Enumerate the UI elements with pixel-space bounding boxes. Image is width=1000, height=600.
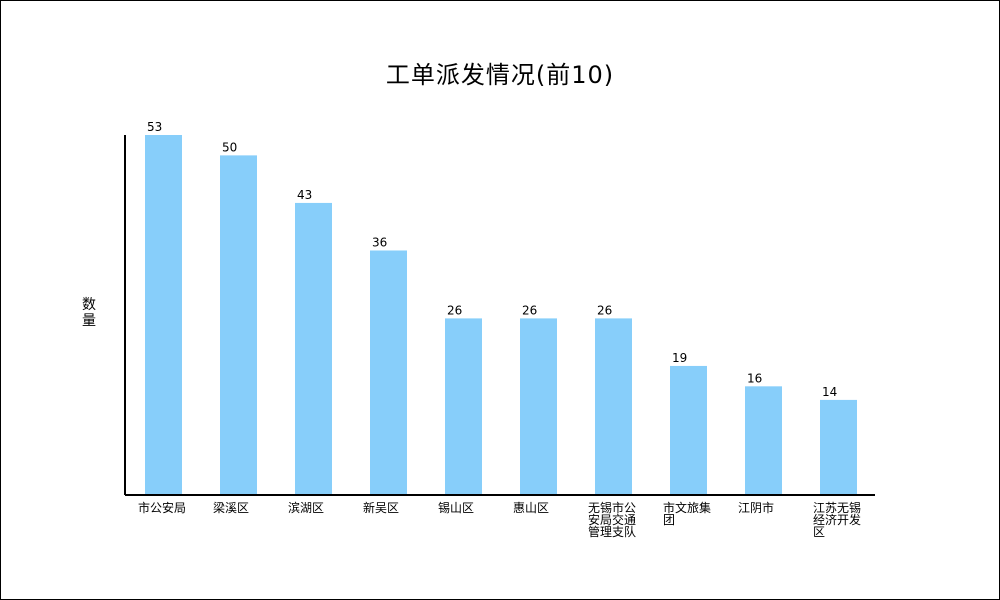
category-label-3: 滨湖区 <box>288 500 324 515</box>
category-label-1: 市公安局 <box>138 500 186 515</box>
bar-value-label-7: 26 <box>597 303 612 317</box>
bar-value-label-1: 53 <box>147 120 162 134</box>
bar-8 <box>670 365 707 495</box>
bar-value-label-2: 50 <box>222 140 237 154</box>
bar-7 <box>595 318 632 495</box>
bar-4 <box>370 250 407 495</box>
bar-3 <box>295 202 332 495</box>
bar-value-label-9: 16 <box>747 371 762 385</box>
category-label-5: 锡山区 <box>438 500 474 515</box>
category-label-2: 梁溪区 <box>213 500 249 515</box>
bars-layer <box>145 135 857 495</box>
bar-6 <box>520 318 557 495</box>
bar-1 <box>145 135 182 495</box>
category-label-4: 新吴区 <box>363 500 399 515</box>
category-label-7: 无锡市公安局交通管理支队 <box>588 500 636 539</box>
bar-value-label-8: 19 <box>672 351 687 365</box>
bar-10 <box>820 399 857 495</box>
axes-layer <box>124 135 875 496</box>
category-label-9: 江阴市 <box>738 500 774 515</box>
category-label-10: 江苏无锡经济开发区 <box>813 500 861 539</box>
bar-value-label-3: 43 <box>297 188 312 202</box>
bar-value-label-10: 14 <box>822 385 837 399</box>
bar-5 <box>445 318 482 495</box>
category-label-6: 惠山区 <box>513 501 549 515</box>
y-axis-label: 数 量 <box>82 297 96 329</box>
category-label-8: 市文旅集团 <box>663 500 711 527</box>
bar-value-label-4: 36 <box>372 235 387 249</box>
bar-value-label-5: 26 <box>447 303 462 317</box>
bar-value-label-6: 26 <box>522 303 537 317</box>
bar-9 <box>745 386 782 495</box>
value-labels-layer: 53 50 43 36 26 26 26 19 16 14 <box>147 120 837 399</box>
bar-2 <box>220 155 257 495</box>
chart-title: 工单派发情况(前10) <box>385 61 615 89</box>
